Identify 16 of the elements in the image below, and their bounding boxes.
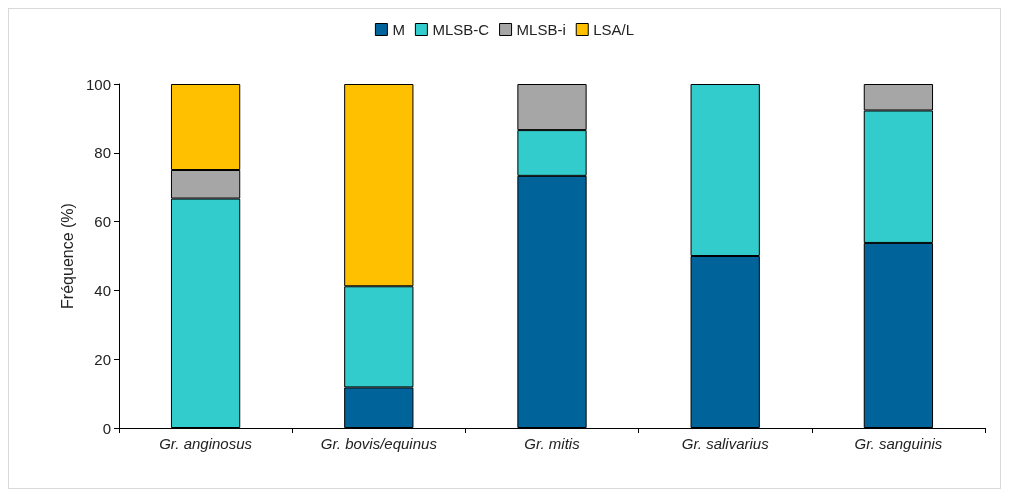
legend-label: MLSB-C — [432, 21, 490, 38]
legend-label: MLSB-i — [516, 21, 566, 38]
y-tick-label: 20 — [94, 350, 111, 368]
y-tick-label: 0 — [102, 419, 111, 437]
y-tick-label: 40 — [94, 281, 111, 299]
x-tick-label: Gr. sanguinis — [854, 435, 943, 452]
x-tick-label: Gr. mitis — [524, 435, 581, 452]
y-tick-label: 60 — [94, 213, 111, 231]
legend-label: LSA/L — [593, 21, 635, 38]
y-axis-title: Fréquence (%) — [58, 203, 76, 309]
x-tick-label: Gr. salivarius — [681, 435, 770, 452]
y-tick-label: 80 — [94, 144, 111, 162]
x-tick-label: Gr. anginosus — [159, 435, 253, 452]
y-tick-label: 100 — [85, 75, 111, 93]
x-tick-label: Gr. bovis/equinus — [320, 435, 438, 452]
legend-label: M — [392, 21, 405, 38]
